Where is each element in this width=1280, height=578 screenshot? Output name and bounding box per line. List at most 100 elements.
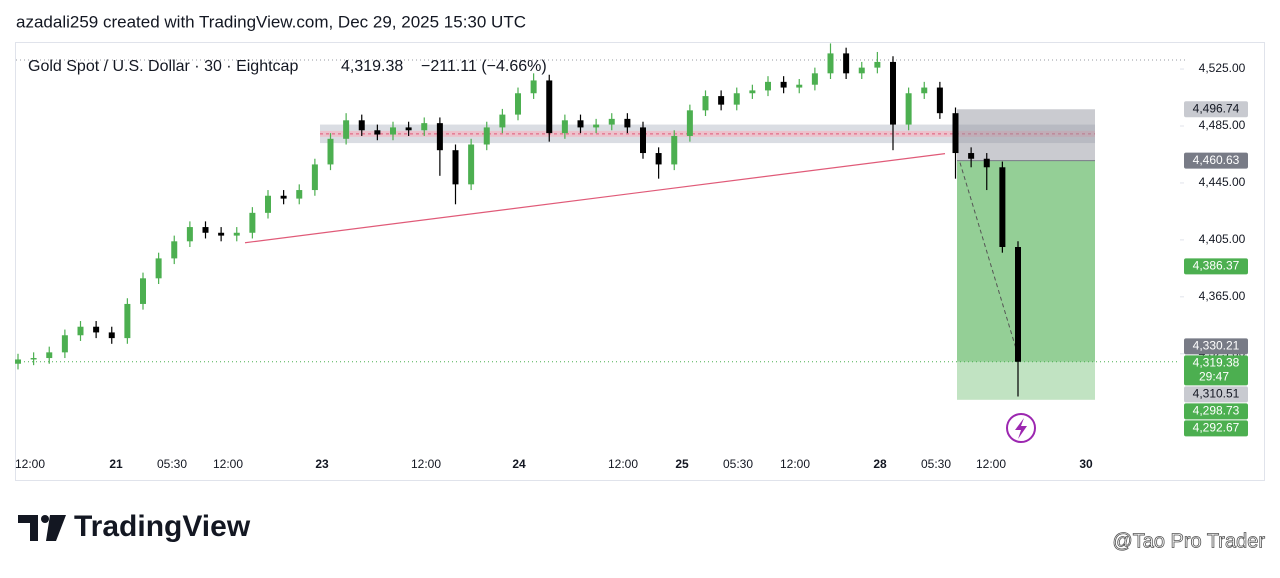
stop-zone [957,109,1095,161]
candle-body [483,127,490,145]
candle-body [296,190,303,199]
candle-body [671,135,678,165]
candle-body [718,96,725,105]
candle-body [811,73,818,85]
price-tag [1184,386,1248,403]
candle-body [999,167,1006,247]
profit-filled [957,160,1095,362]
candle-body [905,93,912,125]
candle-body [202,227,209,233]
candle-body [452,150,459,185]
watermark: @Tao Pro Trader [1112,530,1265,552]
profit-remaining [957,361,1095,400]
candle-body [593,124,600,128]
candle-body [108,332,115,339]
y-tick-label: 4,485.00 [1199,118,1246,132]
candle-body [608,118,615,125]
candle-body [858,67,865,74]
y-tick-label: 4,445.00 [1199,175,1246,189]
price-tag [1184,258,1248,275]
x-tick-label: 12:00 [411,457,441,471]
x-tick-label: 12:00 [780,457,810,471]
candle-body [30,358,37,360]
candle-body [390,127,396,135]
candle-body [499,114,506,128]
candle-body [546,80,553,134]
legend-change: −211.11 (−4.66%) [421,58,547,75]
candle-body [686,110,693,136]
price-tag-label: 4,298.73 [1193,404,1240,418]
x-tick-label: 28 [873,457,887,471]
x-tick-label: 12:00 [608,457,638,471]
chart-frame [15,42,1265,481]
candle-body [15,359,21,364]
candle-body [952,113,959,154]
candle-body [640,127,646,154]
candle-body [171,241,178,259]
candle-body [655,153,662,165]
candle-body [140,278,146,304]
candle-body [265,195,271,213]
brand-logo [18,515,66,541]
candle-body [311,164,318,191]
x-tick-label: 30 [1079,457,1093,471]
trendline [244,153,946,244]
candle-body [765,81,771,91]
candle-body [327,138,334,165]
legend-title: Gold Spot / U.S. Dollar · 30 · Eightcap [28,58,298,75]
price-tag [1184,355,1248,386]
x-tick-label: 05:30 [157,457,187,471]
candle-body [468,144,475,185]
price-tag-label: 4,496.74 [1193,101,1240,115]
candle-body [624,118,631,128]
candle-body [843,53,850,74]
legend-price: 4,319.38 [341,58,403,75]
candle-body [827,53,834,74]
x-tick-label: 12:00 [213,457,243,471]
candle-body [77,326,84,336]
plot [15,43,1184,400]
candle-body [749,90,756,94]
price-tag-label: 4,460.63 [1193,153,1240,167]
candle-body [358,120,365,131]
price-tag-label: 4,310.51 [1193,387,1240,401]
price-tag [1184,338,1248,355]
candle-body [702,96,709,111]
y-tick-label: 4,525.00 [1199,61,1246,75]
price-tag [1184,403,1248,420]
candle-body [249,212,256,233]
candle-body [61,335,68,353]
candle-body [577,120,584,128]
candle-body [374,130,381,135]
candle-body [983,158,990,168]
candle-body [515,93,521,115]
price-tag-label: 4,386.37 [1193,259,1240,273]
header: azadali259 created with TradingView.com,… [16,12,526,31]
price-tag [1184,101,1248,118]
candle-body [405,127,412,131]
candle-body [968,153,975,159]
x-tick-label: 12:00 [15,457,45,471]
x-tick-label: 25 [675,457,689,471]
candle-body [155,258,162,279]
candle-body [561,120,568,134]
candle-body [530,80,537,94]
y-tick-label: 4,405.00 [1199,232,1246,246]
candle-body [733,93,740,105]
candle-body [186,227,193,242]
x-tick-label: 05:30 [921,457,951,471]
candle-body [421,123,428,131]
candle-body [218,232,225,236]
x-tick-label: 12:00 [976,457,1006,471]
price-tag [1184,152,1248,169]
x-tick-label: 21 [109,457,123,471]
candle-body [780,81,787,88]
alert-icon[interactable] [1006,413,1036,443]
brand: TradingView [74,510,251,543]
candle-body [280,195,287,199]
candle-body [921,87,928,94]
x-tick-label: 24 [512,457,526,471]
x-tick-label: 05:30 [723,457,753,471]
